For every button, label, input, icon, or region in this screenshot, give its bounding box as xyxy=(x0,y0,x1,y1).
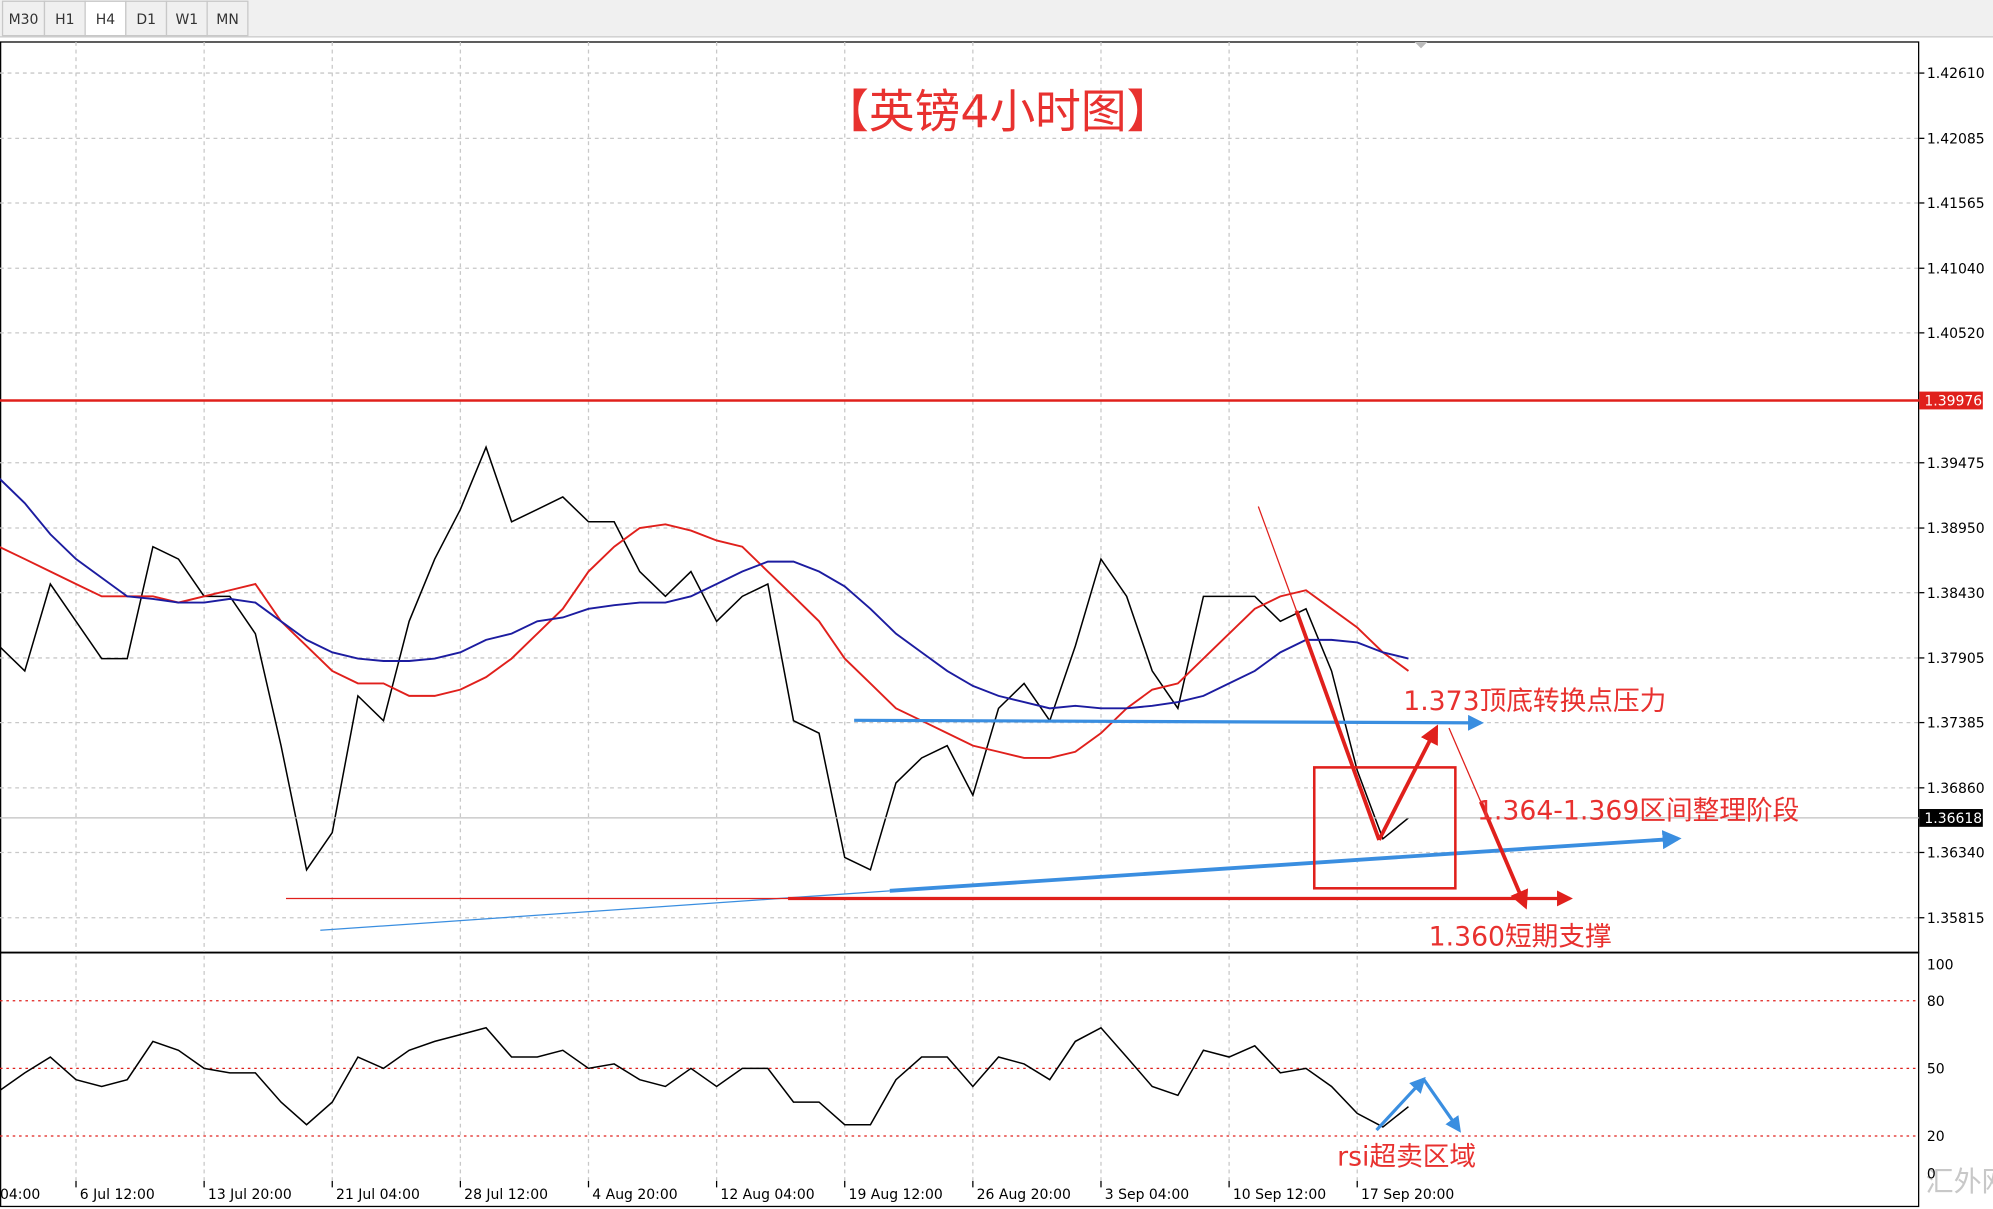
x-tick-label: 13 Jul 20:00 xyxy=(208,1187,292,1203)
tab-label[interactable]: M30 xyxy=(9,12,39,28)
toolbar xyxy=(0,0,1993,37)
rsi-tick-label: 50 xyxy=(1927,1061,1945,1077)
series-line xyxy=(0,523,1410,759)
rsi-grid xyxy=(0,955,1920,1182)
tab-label[interactable]: W1 xyxy=(175,12,198,28)
price-grid xyxy=(0,41,1920,952)
x-tick-label: 21 Jul 04:00 xyxy=(336,1187,420,1203)
x-tick-label: 6 Jul 12:00 xyxy=(80,1187,155,1203)
x-tick-label: 04:00 xyxy=(0,1187,40,1203)
x-tick-label: 4 Aug 20:00 xyxy=(592,1187,677,1203)
annotation: 1.364-1.369区间整理阶段 xyxy=(1477,796,1799,827)
annotation: rsi超卖区域 xyxy=(1337,1142,1476,1173)
x-tick-label: 19 Aug 12:00 xyxy=(849,1187,943,1203)
rsi-arrow xyxy=(1375,1076,1426,1132)
level-label-box xyxy=(1919,391,1983,410)
trendline xyxy=(889,830,1682,893)
y-tick-label: 1.36340 xyxy=(1927,846,1985,862)
level-label: 1.39976 xyxy=(1924,394,1982,410)
x-tick-label: 26 Aug 20:00 xyxy=(977,1187,1071,1203)
arrow-line xyxy=(1479,801,1529,910)
drawings xyxy=(285,506,1682,1133)
range-box xyxy=(1312,766,1457,890)
shift-marker xyxy=(1414,41,1428,49)
x-tick-label: 10 Sep 12:00 xyxy=(1233,1187,1326,1203)
rsi-tick-label: 100 xyxy=(1927,958,1954,974)
timeframe-tabs: M30 H1 H4 D1 W1 MN xyxy=(1,0,249,37)
x-tick-label: 12 Aug 04:00 xyxy=(720,1187,814,1203)
y-tick-label: 1.38950 xyxy=(1927,521,1985,537)
y-tick-label: 1.38430 xyxy=(1927,586,1985,602)
rsi-tick-label: 0 xyxy=(1927,1166,1936,1182)
x-tick-label: 17 Sep 20:00 xyxy=(1361,1187,1454,1203)
y-tick-label: 1.39475 xyxy=(1927,456,1985,472)
tab-label[interactable]: MN xyxy=(216,12,239,28)
y-tick-label: 1.42085 xyxy=(1927,131,1985,147)
tab[interactable] xyxy=(206,0,249,37)
current-price-box xyxy=(1919,809,1983,827)
current-price-label: 1.36618 xyxy=(1924,811,1982,827)
tab-label[interactable]: H4 xyxy=(96,12,116,28)
x-tick-label: 28 Jul 12:00 xyxy=(464,1187,548,1203)
y-tick-label: 1.42610 xyxy=(1927,66,1985,82)
tab-label[interactable]: H1 xyxy=(55,12,74,28)
series-line xyxy=(0,445,1409,872)
arrow-line xyxy=(1448,727,1482,803)
annotation: 1.360短期支撑 xyxy=(1429,922,1612,953)
rsi-arrow xyxy=(1422,1078,1461,1133)
annotation: 1.373顶底转换点压力 xyxy=(1403,686,1666,717)
arrow-line xyxy=(1377,724,1439,841)
tab-label[interactable]: D1 xyxy=(136,12,156,28)
arrow-line xyxy=(1294,610,1381,841)
tab[interactable] xyxy=(43,0,86,37)
axes: 1.42610 1.42085 1.41565 1.41040 1.40520 1.394… xyxy=(0,66,1985,1203)
tab[interactable] xyxy=(84,0,127,37)
rsi-tick-label: 20 xyxy=(1927,1129,1945,1145)
watermark: 汇外网 xyxy=(1926,1165,1993,1198)
resistance-line xyxy=(854,714,1484,731)
rsi-tick-label: 80 xyxy=(1927,994,1945,1010)
y-tick-label: 1.41040 xyxy=(1927,261,1985,277)
chart-title: 【英镑4小时图】 xyxy=(823,85,1172,138)
y-tick-label: 1.36860 xyxy=(1927,781,1985,797)
y-tick-label: 1.40520 xyxy=(1927,326,1985,342)
y-tick-label: 1.41565 xyxy=(1927,196,1985,212)
y-tick-label: 1.35815 xyxy=(1927,911,1985,927)
rsi-lines xyxy=(0,1026,1409,1128)
chart-frame xyxy=(0,41,1920,1208)
y-tick-label: 1.37385 xyxy=(1927,716,1985,732)
arrow-line xyxy=(1257,506,1298,612)
x-tick-label: 3 Sep 04:00 xyxy=(1105,1187,1189,1203)
y-tick-label: 1.37905 xyxy=(1927,651,1985,667)
series-line xyxy=(0,1026,1409,1128)
price-lines xyxy=(0,399,1920,872)
series-line xyxy=(0,477,1409,710)
